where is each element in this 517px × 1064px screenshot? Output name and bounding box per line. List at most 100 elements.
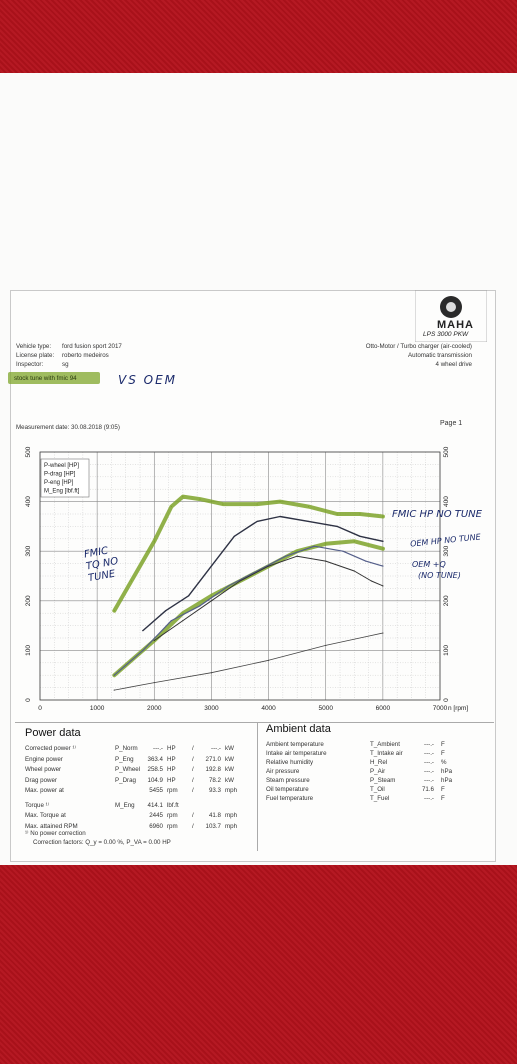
power-row-value: 2445 — [149, 812, 163, 819]
data-point — [325, 543, 327, 545]
hand-no-tune: (NO TUNE) — [418, 571, 461, 580]
data-point — [210, 565, 213, 567]
power-row-unit2: mph — [225, 822, 238, 830]
data-point — [142, 649, 144, 652]
transmission: Automatic transmission — [408, 352, 472, 359]
power-row-unit2: kW — [225, 766, 234, 773]
data-point — [382, 565, 384, 567]
data-point — [142, 629, 144, 632]
power-row-label: Wheel power — [25, 766, 62, 773]
x-tick-label: 6000 — [376, 705, 391, 712]
power-row-unit: HP — [167, 766, 176, 773]
power-row-value: 104.9 — [147, 776, 163, 784]
license-plate: roberto medeiros — [62, 352, 109, 359]
ambient-row-value: 71.6 — [421, 786, 434, 793]
data-point — [279, 501, 281, 503]
series-line — [113, 632, 384, 691]
model-label: LPS 3000 PKW — [423, 331, 469, 338]
y-tick-label-right: 400 — [443, 496, 450, 507]
ambient-row-value: ---.- — [424, 795, 434, 802]
x-tick-label: 1000 — [90, 705, 105, 712]
ambient-row-symbol: T_Ambient — [370, 741, 400, 748]
ambient-row-symbol: T_Oil — [370, 786, 385, 793]
power-row-label: Engine power — [25, 755, 63, 763]
data-point — [182, 612, 184, 614]
x-tick-label: 3000 — [204, 705, 219, 712]
data-point — [199, 605, 201, 607]
power-row-value: ---.- — [153, 745, 163, 752]
y-tick-label-left: 400 — [25, 496, 32, 507]
legend-entry: P-drag [HP] — [44, 472, 76, 478]
x-tick-label: 2000 — [147, 705, 162, 712]
drive: 4 wheel drive — [435, 361, 472, 368]
ambient-row-label: Fuel temperature — [266, 795, 314, 802]
hand-fmic-tq: FMIC TQ NO TUNE — [83, 545, 120, 585]
data-point — [370, 580, 373, 582]
power-row-unit2: kW — [225, 776, 234, 784]
hand-oem-tq: OEM +Q — [412, 560, 446, 569]
power-row-value2: 103.7 — [205, 822, 221, 830]
power-row-value: 414.1 — [147, 801, 163, 809]
power-row-unit: rpm — [167, 812, 178, 819]
legend-box — [40, 458, 90, 498]
power-row-value2: 78.2 — [208, 776, 221, 784]
note-highlighted: stock tune with fmic 94 — [14, 375, 77, 382]
power-row-value2: 41.8 — [208, 812, 221, 819]
power-row-value2: 271.0 — [205, 755, 221, 763]
x-tick-label: 0 — [38, 705, 42, 712]
power-row-unit: rpm — [167, 822, 178, 830]
power-row-sep: / — [192, 822, 194, 830]
data-point — [382, 548, 384, 550]
highlighter-mark — [8, 372, 100, 384]
data-point — [222, 503, 224, 505]
ambient-row-label: Relative humidity — [266, 759, 314, 766]
power-row-sep: / — [192, 755, 194, 763]
y-tick-label-right: 100 — [443, 645, 450, 656]
data-point — [113, 689, 115, 691]
data-point — [342, 550, 344, 552]
ambient-row-value: ---.- — [424, 777, 434, 784]
data-point — [353, 570, 355, 572]
y-tick-label-right: 300 — [443, 545, 450, 556]
power-row-sep: / — [192, 776, 194, 784]
power-row-symbol: M_Eng — [115, 801, 135, 809]
ambient-row-symbol: H_Rel — [370, 759, 388, 766]
power-row-label: Corrected power ¹⁾ — [25, 745, 77, 752]
legend-entry: P-wheel [HP] — [44, 463, 79, 469]
power-row-label: Max. Torque at — [25, 812, 66, 819]
ambient-row-label: Air pressure — [266, 768, 300, 775]
data-point — [170, 505, 173, 508]
ambient-row-unit: F — [441, 741, 445, 748]
x-tick-label: 7000 — [433, 705, 448, 712]
power-row-symbol: P_Eng — [115, 755, 134, 763]
power-row-unit2: mph — [225, 787, 238, 794]
data-point — [336, 513, 338, 515]
logo-text: MAHA — [437, 319, 474, 331]
y-tick-label-right: 500 — [443, 446, 450, 457]
hand-fmic-hp: FMIC HP NO TUNE — [392, 509, 482, 520]
ambient-row-value: ---.- — [424, 741, 434, 748]
data-point — [113, 674, 115, 676]
ambient-row-label: Intake air temperature — [266, 750, 327, 757]
power-row-symbol: P_Drag — [115, 776, 136, 784]
ambient-row-symbol: P_Steam — [370, 777, 396, 784]
data-point — [325, 644, 327, 647]
data-point — [267, 565, 270, 567]
data-point — [182, 496, 184, 498]
power-row-value: 6960 — [149, 822, 163, 830]
power-row-value2: ---.- — [211, 745, 221, 752]
ambient-row-unit: F — [441, 750, 445, 757]
footnote-2: Correction factors: Q_y = 0.00 %, P_VA =… — [33, 839, 171, 846]
ambient-row-label: Ambient temperature — [266, 741, 324, 748]
data-point — [187, 595, 190, 597]
power-row-value2: 192.8 — [205, 766, 221, 773]
legend-entry: M_Eng [lbf.ft] — [44, 489, 80, 495]
power-row-sep: / — [192, 787, 194, 794]
data-point — [210, 595, 213, 597]
data-point — [353, 540, 355, 542]
data-point — [359, 513, 361, 515]
data-point — [382, 585, 384, 587]
data-point — [256, 503, 258, 505]
power-row-value: 258.5 — [147, 766, 163, 773]
